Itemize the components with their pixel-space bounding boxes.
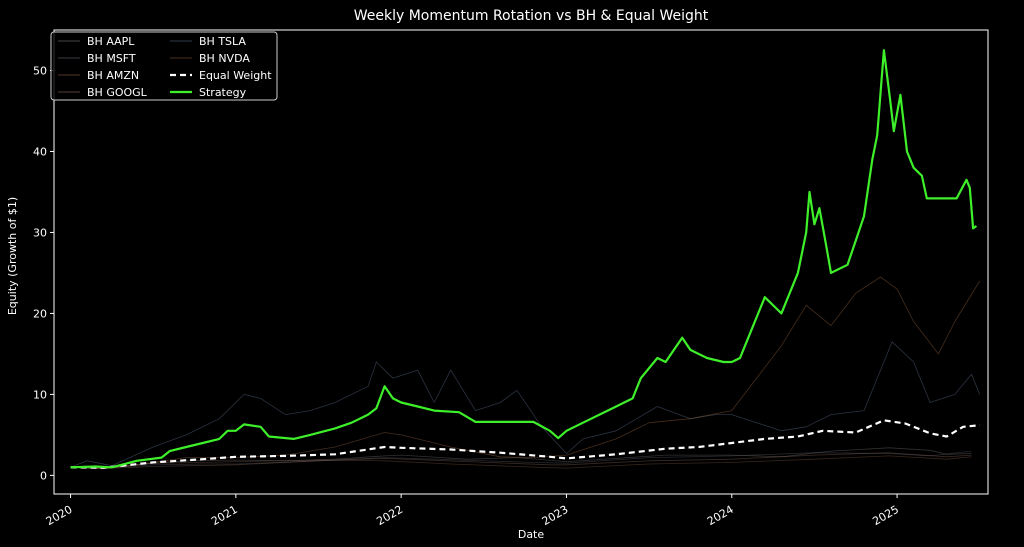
legend-label-bh-googl: BH GOOGL (87, 86, 148, 99)
series-line-bh-googl (70, 452, 972, 469)
x-axis-label: Date (518, 528, 545, 541)
y-axis-ticks: 0 10 20 30 40 50 (33, 64, 54, 482)
legend-label-bh-nvda: BH NVDA (199, 52, 250, 65)
y-tick-label: 50 (33, 64, 47, 77)
series-line-strategy (70, 49, 978, 469)
series-line-bh-amzn (70, 455, 972, 469)
y-axis-label: Equity (Growth of $1) (6, 197, 19, 315)
legend-label-bh-msft: BH MSFT (87, 52, 136, 65)
legend-label-bh-tsla: BH TSLA (199, 35, 246, 48)
legend-label-equal-weight: Equal Weight (199, 69, 272, 82)
series-line-bh-tsla (70, 341, 981, 468)
legend: BH AAPL BH MSFT BH AMZN BH GOOGL BH TSLA BH N… (50, 31, 278, 101)
plot-series (70, 49, 981, 470)
y-tick-label: 20 (33, 307, 47, 320)
series-line-equal-weight (70, 419, 980, 469)
plot-frame (53, 29, 989, 495)
legend-frame (50, 31, 278, 101)
y-tick-label: 10 (33, 388, 47, 401)
y-tick-label: 30 (33, 226, 47, 239)
legend-label-bh-aapl: BH AAPL (87, 35, 135, 48)
y-tick-label: 40 (33, 145, 47, 158)
series-line-bh-msft (70, 450, 972, 469)
legend-label-bh-amzn: BH AMZN (87, 69, 139, 82)
y-tick-label: 0 (40, 469, 47, 482)
legend-label-strategy: Strategy (199, 86, 247, 99)
chart-title: Weekly Momentum Rotation vs BH & Equal W… (354, 8, 709, 24)
